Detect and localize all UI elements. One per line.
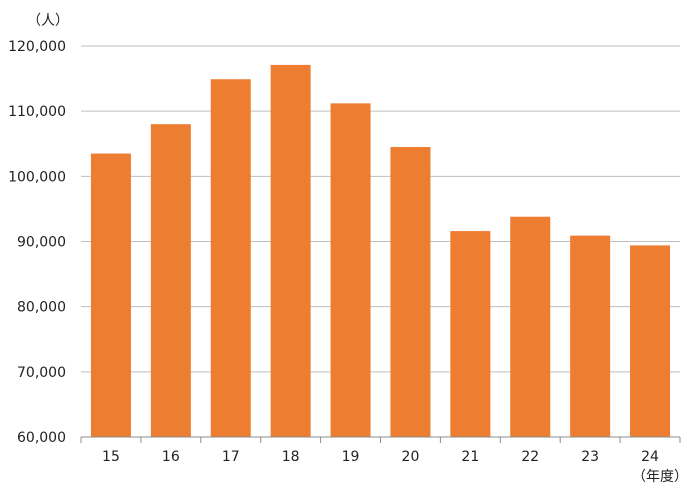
bar-17 — [210, 79, 251, 438]
y-tick-label: 120,000 — [8, 39, 66, 55]
x-tick-label: 16 — [162, 449, 180, 465]
bar-18 — [270, 64, 311, 438]
bar-20 — [390, 147, 431, 437]
x-tick-label: 18 — [282, 449, 300, 465]
bar-23 — [570, 235, 611, 437]
y-tick-label: 90,000 — [17, 235, 66, 251]
bars — [90, 64, 671, 438]
x-tick-label: 23 — [581, 449, 599, 465]
x-tick-label: 20 — [402, 449, 420, 465]
y-tick-label: 70,000 — [17, 365, 66, 381]
bar-22 — [510, 216, 551, 437]
x-tick-label: 17 — [222, 449, 240, 465]
bar-21 — [450, 231, 491, 437]
y-tick-label: 80,000 — [17, 300, 66, 316]
bar-24 — [630, 245, 671, 437]
bar-19 — [330, 103, 371, 437]
x-tick-label: 21 — [461, 449, 479, 465]
bar-16 — [150, 124, 191, 437]
x-tick-label: 15 — [102, 449, 120, 465]
y-axis-ticks: 60,000 70,000 80,000 90,000 100,000 110,000 12… — [8, 39, 66, 446]
y-tick-label: 100,000 — [8, 169, 66, 185]
y-tick-label: 60,000 — [17, 430, 66, 446]
bar-15 — [90, 153, 131, 437]
x-tick-label: 19 — [342, 449, 360, 465]
x-axis-unit-label: （年度） — [632, 469, 688, 485]
x-tick-label: 24 — [641, 449, 659, 465]
y-tick-label: 110,000 — [8, 104, 66, 120]
x-axis-ticks: 15 16 17 18 19 20 21 22 23 24 — [80, 437, 681, 465]
y-axis-unit-label: （人） — [27, 13, 69, 29]
x-tick-label: 22 — [521, 449, 539, 465]
